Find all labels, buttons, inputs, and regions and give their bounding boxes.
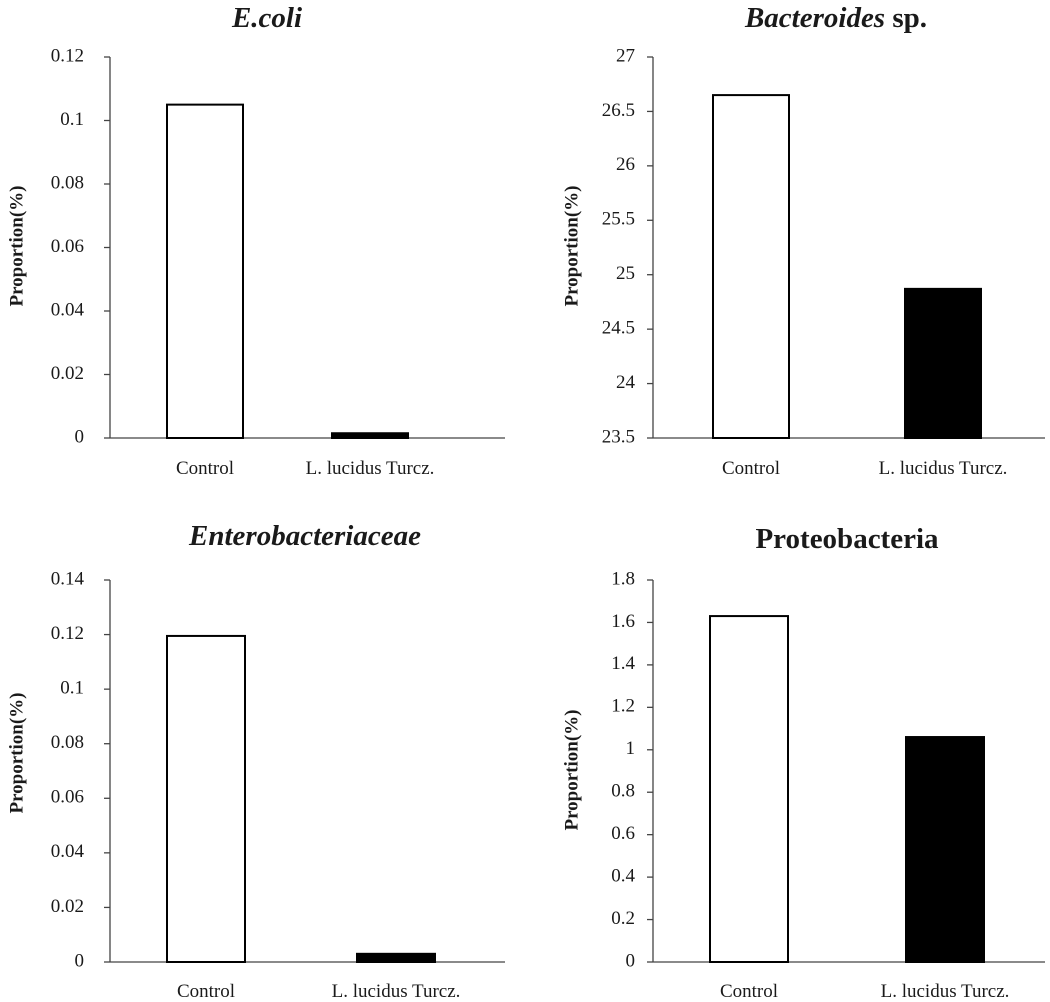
bar-control [709,615,789,963]
bar-l-lucidus-turcz [904,287,982,440]
y-tick-label: 1.2 [611,696,635,717]
y-axis-label: Proportion(%) [561,185,582,306]
y-tick-label: 0.04 [51,841,85,862]
y-tick-label: 25 [616,263,635,284]
x-category-label: Control [722,458,780,479]
y-tick-label: 0.02 [51,896,84,917]
y-tick-label: 0.08 [51,172,84,193]
y-axis-label: Proportion(%) [6,185,27,306]
y-tick-label: 25.5 [602,209,635,230]
y-tick-label: 1.4 [611,653,635,674]
x-category-label: L. lucidus Turcz. [306,458,435,479]
y-tick-label: 0.8 [611,781,635,802]
y-tick-label: 24 [616,372,636,393]
chart-title: E.coli [231,2,302,34]
y-tick-label: 0.12 [51,623,84,644]
y-tick-label: 27 [616,45,635,66]
y-tick-label: 26 [616,154,635,175]
y-tick-label: 0.06 [51,787,84,808]
y-tick-label: 26.5 [602,100,635,121]
bar-l-lucidus-turcz [331,432,409,439]
chart-panel-1: E.coli Proportion(%) 0 0.02 0.04 0.06 0.08 0.1 0… [6,2,505,479]
chart-title-italic: Bacteroides [744,2,885,34]
chart-title: Enterobacteriaceae [188,520,421,552]
bar-l-lucidus-turcz [905,736,985,963]
y-tick-label: 1.6 [611,611,635,632]
chart-panel-3: Enterobacteriaceae Proportion(%) 0 0.02 0.04… [6,520,505,1002]
y-tick-label: 0.1 [60,678,84,699]
y-tick-label: 0.2 [611,908,635,929]
y-tick-label: 0.4 [611,865,635,886]
y-tick-label: 0.04 [51,299,85,320]
y-tick-label: 0.14 [51,568,85,589]
y-tick-label: 0 [75,426,85,447]
bar-control [166,634,246,964]
x-category-label: L. lucidus Turcz. [332,981,461,1002]
y-tick-label: 0.6 [611,823,635,844]
bar-control [166,103,244,439]
chart-title: Bacteroides sp. [744,2,927,34]
y-tick-label: 1 [626,738,636,759]
y-tick-label: 0 [75,950,85,971]
x-category-label: L. lucidus Turcz. [881,981,1010,1002]
y-axis-label: Proportion(%) [6,692,27,813]
y-tick-label: 1.8 [611,568,635,589]
y-tick-label: 23.5 [602,426,635,447]
y-tick-label: 0.06 [51,236,84,257]
x-category-label: Control [720,981,778,1002]
y-tick-label: 0.02 [51,363,84,384]
y-tick-label: 0 [626,950,636,971]
chart-panel-4: Proteobacteria Proportion(%) 0 0.2 0.4 0.6 0.8… [561,523,1045,1002]
y-tick-label: 24.5 [602,318,635,339]
chart-panel-2: Bacteroides sp. Proportion(%) 23.5 24 24.5 25… [561,2,1045,479]
x-category-label: Control [177,981,235,1002]
bar-l-lucidus-turcz [356,952,436,963]
y-tick-label: 0.1 [60,109,84,130]
y-tick-label: 0.12 [51,45,84,66]
chart-title-plain: sp. [885,2,927,34]
chart-title: Proteobacteria [755,523,939,555]
x-category-label: Control [176,458,234,479]
bar-control [712,94,790,439]
y-tick-label: 0.08 [51,732,84,753]
y-axis-label: Proportion(%) [561,709,582,830]
x-category-label: L. lucidus Turcz. [879,458,1008,479]
